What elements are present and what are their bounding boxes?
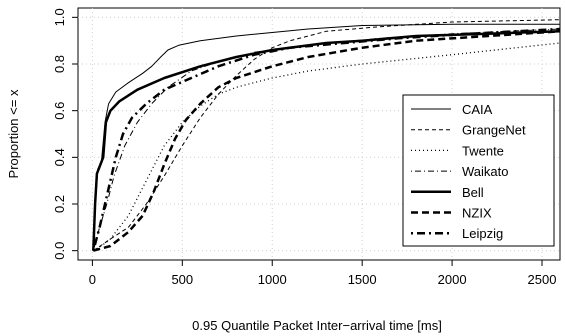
series-line-caia [92,23,560,251]
series-line-grangenet [93,19,561,252]
grid [78,8,560,260]
legend-label: Twente [462,143,504,158]
y-tick-label: 0.2 [52,195,67,213]
y-tick-label: 0.0 [52,242,67,260]
legend: CAIA GrangeNet Twente Waikato Bell NZIX Leipzi… [402,94,555,247]
x-tick-label: 1000 [258,272,287,287]
x-tick-label: 2000 [438,272,467,287]
legend-label: GrangeNet [462,123,526,138]
y-tick-label: 1.0 [52,8,67,26]
legend-box [402,94,555,247]
y-tick-label: 0.6 [52,102,67,120]
series-lines [92,19,561,252]
legend-label: Leipzig [462,226,503,241]
x-tick-label: 2500 [528,272,557,287]
x-tick-label: 500 [171,272,193,287]
y-tick-label: 0.4 [52,148,67,166]
x-tick-label: 0 [89,272,96,287]
x-tick-label: 1500 [348,272,377,287]
y-tick-label: 0.8 [52,55,67,73]
y-axis-label: Proportion <= x [6,89,21,178]
legend-label: Bell [462,185,484,200]
legend-label: CAIA [462,102,493,117]
x-axis: 0 500 1000 1500 2000 2500 [89,260,557,287]
series-line-leipzig [92,27,561,252]
y-axis: 0.0 0.2 0.4 0.6 0.8 1.0 [52,8,78,260]
legend-label: NZIX [462,206,492,221]
series-line-nzix [92,30,561,252]
legend-label: Waikato [462,164,508,179]
x-axis-label: 0.95 Quantile Packet Inter−arrival time … [192,318,442,333]
